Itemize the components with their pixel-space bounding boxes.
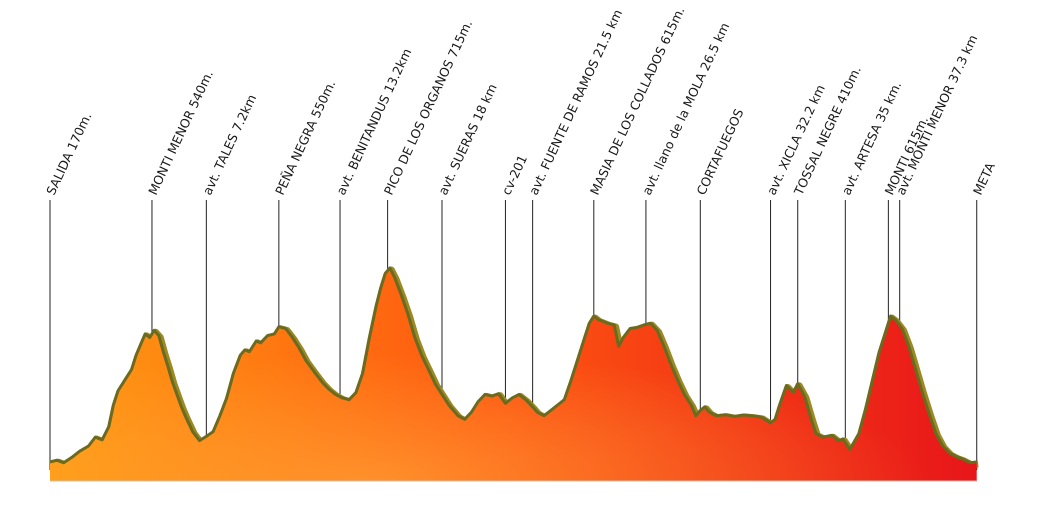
waypoint-label: PEÑA NEGRA 550m. bbox=[272, 78, 338, 198]
profile-outline bbox=[49, 266, 977, 465]
elevation-area bbox=[49, 266, 979, 482]
waypoint-label: CORTAFUEGOS bbox=[693, 106, 746, 197]
waypoint-label: avt. SUERAS 18 km bbox=[435, 81, 500, 197]
waypoint-leader-lines bbox=[49, 200, 978, 470]
profile-glow bbox=[50, 268, 977, 481]
waypoint-label: avt. MONTI MENOR 37.3 km bbox=[893, 32, 981, 197]
waypoint-label: SALIDA 170m. bbox=[43, 110, 94, 197]
waypoint-labels: SALIDA 170m. MONTI MENOR 540m.avt. TALES … bbox=[43, 4, 998, 198]
waypoint-label: META bbox=[970, 160, 998, 197]
waypoint-label: avt. TALES 7.2km bbox=[199, 92, 259, 197]
